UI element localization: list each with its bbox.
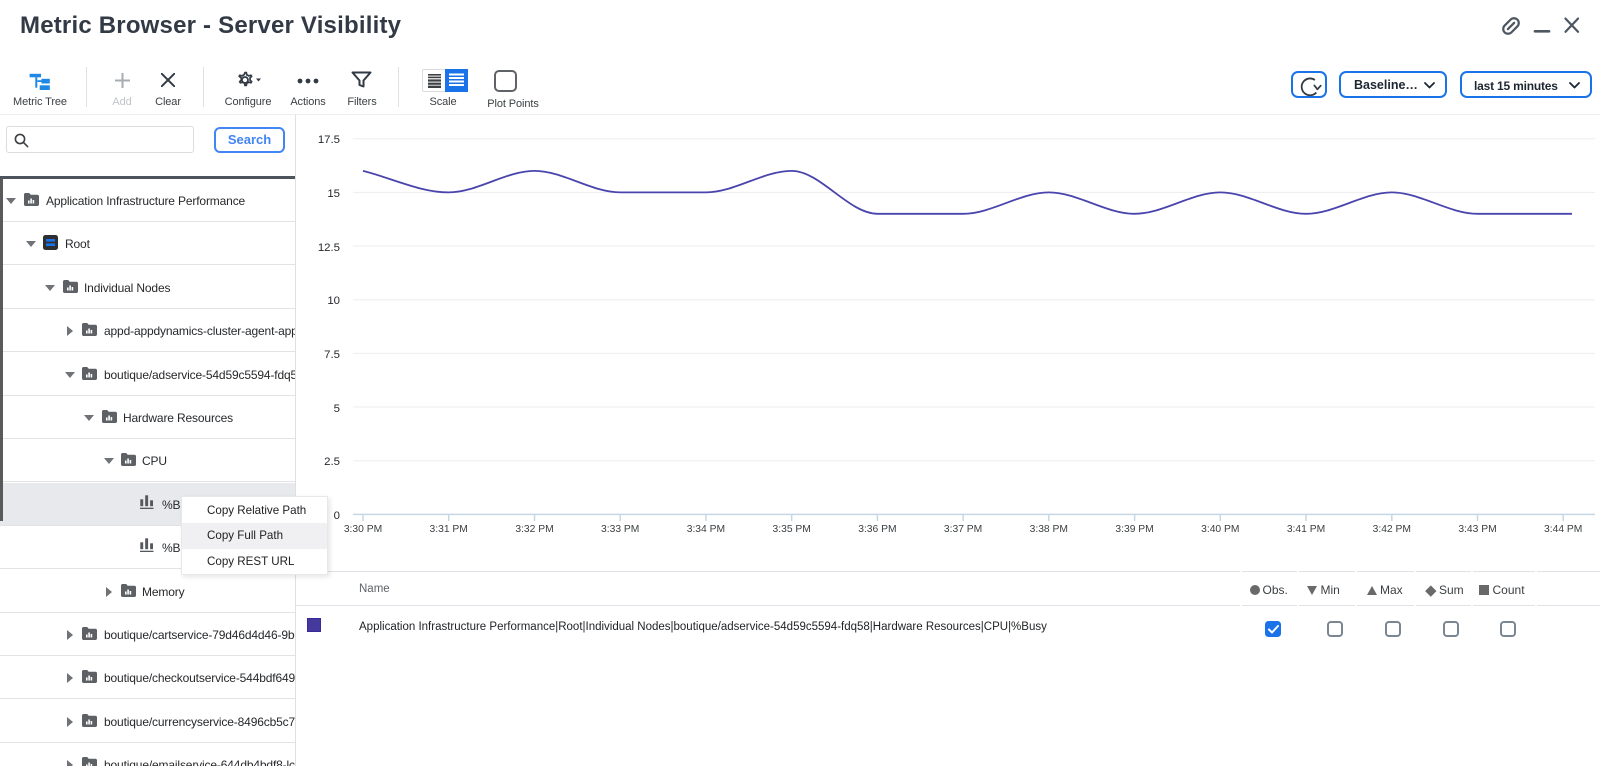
svg-text:3:31 PM: 3:31 PM <box>430 524 468 535</box>
svg-text:3:43 PM: 3:43 PM <box>1458 524 1496 535</box>
svg-text:3:34 PM: 3:34 PM <box>687 524 725 535</box>
svg-text:15: 15 <box>327 188 340 200</box>
svg-text:17.5: 17.5 <box>318 134 340 146</box>
svg-text:3:36 PM: 3:36 PM <box>858 524 896 535</box>
svg-text:3:41 PM: 3:41 PM <box>1287 524 1325 535</box>
svg-text:3:37 PM: 3:37 PM <box>944 524 982 535</box>
svg-text:12.5: 12.5 <box>318 242 340 254</box>
svg-text:2.5: 2.5 <box>324 456 340 468</box>
svg-text:5: 5 <box>334 403 340 415</box>
svg-text:3:32 PM: 3:32 PM <box>515 524 553 535</box>
svg-text:3:38 PM: 3:38 PM <box>1030 524 1068 535</box>
svg-text:3:42 PM: 3:42 PM <box>1373 524 1411 535</box>
svg-text:3:39 PM: 3:39 PM <box>1115 524 1153 535</box>
svg-text:3:44 PM: 3:44 PM <box>1544 524 1582 535</box>
svg-text:3:30 PM: 3:30 PM <box>344 524 382 535</box>
svg-text:7.5: 7.5 <box>324 349 340 361</box>
svg-text:0: 0 <box>334 510 340 522</box>
svg-text:3:35 PM: 3:35 PM <box>773 524 811 535</box>
svg-text:3:40 PM: 3:40 PM <box>1201 524 1239 535</box>
svg-text:10: 10 <box>327 295 340 307</box>
svg-text:3:33 PM: 3:33 PM <box>601 524 639 535</box>
